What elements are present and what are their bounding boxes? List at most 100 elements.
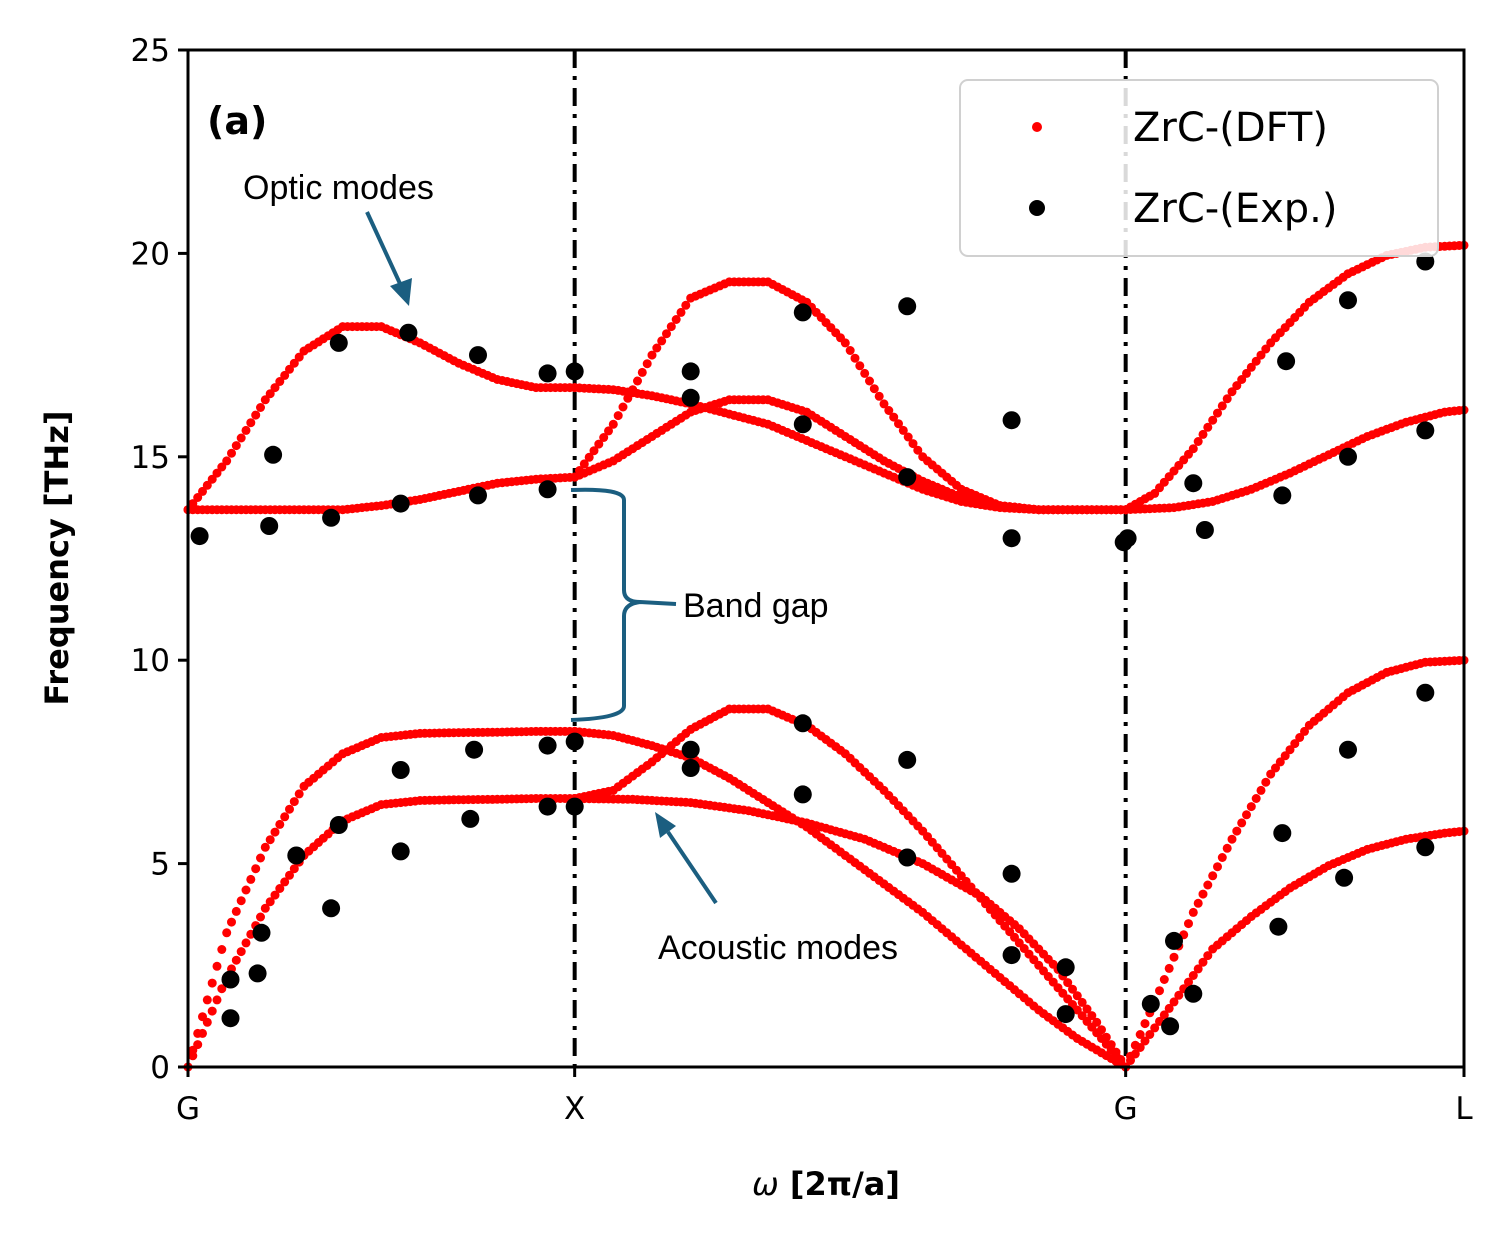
dft-point [1227,387,1237,397]
dft-point [289,797,299,807]
dft-point [1290,739,1300,749]
dft-point [879,399,889,409]
dft-point [618,402,628,412]
dft-point [1164,963,1174,973]
exp-point [538,797,557,816]
dft-point [1188,444,1198,454]
dft-point [613,411,623,421]
exp-point [1195,521,1214,539]
x-tick-label: G [176,1091,200,1127]
dft-point [202,995,212,1005]
dft-point [676,307,686,317]
dft-point [1237,818,1247,828]
exp-point [1273,824,1292,843]
exp-point [898,297,917,316]
exp-point [399,323,418,342]
dft-point [285,364,294,374]
exp-point [793,785,812,804]
dft-point [236,947,246,957]
dft-point [903,432,913,442]
dft-point [1082,1004,1092,1014]
dft-point [285,870,294,880]
dft-point [599,433,609,442]
exp-point [1277,352,1296,371]
dft-point [1203,951,1213,961]
dft-point [865,376,874,386]
exp-point [190,527,209,546]
exp-point [1269,917,1288,936]
dft-point [628,385,638,395]
dft-point [270,827,280,837]
dft-point [575,466,584,475]
y-tick-label: 5 [150,847,170,883]
dft-point [251,864,261,874]
dft-point [1068,984,1077,994]
dft-point [246,418,256,428]
dft-point [1227,834,1237,844]
dft-point [231,441,241,451]
dft-point [913,445,923,455]
dft-point [1275,757,1285,767]
exp-point [681,362,700,381]
exp-point [322,899,341,918]
dft-point [217,462,227,472]
dft-point [1242,810,1251,820]
dft-point [1135,1030,1145,1039]
dft-point [260,903,270,913]
x-axis-title-unit: [2π/a] [779,1165,900,1203]
dft-point [260,395,270,405]
exp-point [538,736,557,755]
dft-point [236,896,246,906]
dft-point [1193,437,1203,446]
dft-point [236,433,246,443]
exp-point [252,923,271,942]
dft-point [898,425,908,435]
dft-point [231,955,241,965]
legend-frame [959,79,1439,257]
annotation-band-gap: Band gap [683,587,829,625]
x-axis-title: ω [2π/a] [752,1165,900,1203]
exp-point [221,970,240,989]
dft-point [212,961,222,971]
exp-point [264,445,283,464]
dft-point [1266,769,1276,779]
dft-point [1198,957,1208,967]
plot-frame [186,48,1466,1069]
exp-point [469,486,487,505]
dft-point [845,346,855,355]
dft-point [908,439,918,449]
exp-point [1165,931,1183,950]
exp-point [1416,421,1435,440]
dft-point [869,384,879,394]
y-tick-label: 0 [150,1050,170,1086]
annotation-acoustic-modes: Acoustic modes [658,929,898,967]
exp-point [1335,868,1354,887]
dft-point [840,338,850,348]
dft-point [280,812,290,822]
dft-point [662,329,671,339]
dft-point [1246,802,1256,812]
dft-point [647,350,657,360]
dft-point [1072,991,1082,1001]
dft-point [1159,1010,1169,1020]
dft-point [246,874,256,884]
legend: ZrC-(DFT) ZrC-(Exp.) [959,79,1439,257]
exp-point [461,809,480,828]
exp-point [248,964,267,983]
exp-point [465,740,484,759]
dft-point [1242,368,1251,378]
exp-point [1273,486,1292,505]
dft-point [1232,381,1242,391]
dft-point [241,885,251,895]
dft-point [294,352,304,362]
dft-point [207,474,217,484]
dft-point [217,945,227,954]
y-axis-title: Frequency [THz] [38,411,76,706]
exp-point [793,714,812,733]
dft-point [222,928,232,938]
dft-point [256,853,265,863]
dft-point [275,819,285,829]
exp-point [1339,740,1357,759]
dft-point [256,403,265,412]
